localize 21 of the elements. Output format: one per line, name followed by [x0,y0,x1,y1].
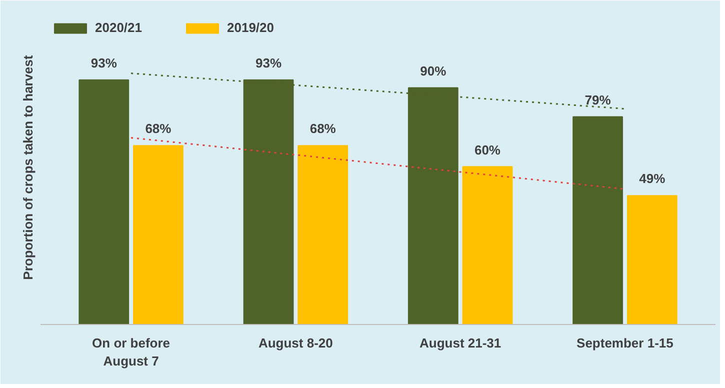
bar [462,166,513,324]
data-label: 60% [474,142,501,158]
data-label: 79% [584,92,612,108]
bar [572,116,623,324]
x-tick-label: September 1-15 [576,336,674,350]
legend-label: 2020/21 [95,20,142,35]
data-label: 93% [256,55,282,70]
data-label: 49% [639,171,666,186]
bar [78,79,130,324]
data-label: 68% [145,121,172,136]
data-label: 90% [420,63,447,78]
y-axis-title: Proportion of crops taken to harvest [20,54,36,280]
x-tick-label: On or before August 7 [92,336,170,368]
bar [133,145,184,324]
data-label: 68% [310,121,336,136]
data-label: 93% [90,55,118,70]
bar [626,195,678,324]
x-tick-label: August 21-31 [420,336,502,350]
legend-label: 2019/20 [227,20,274,35]
bar [298,145,348,324]
x-tick-label: August 8-20 [258,336,333,350]
